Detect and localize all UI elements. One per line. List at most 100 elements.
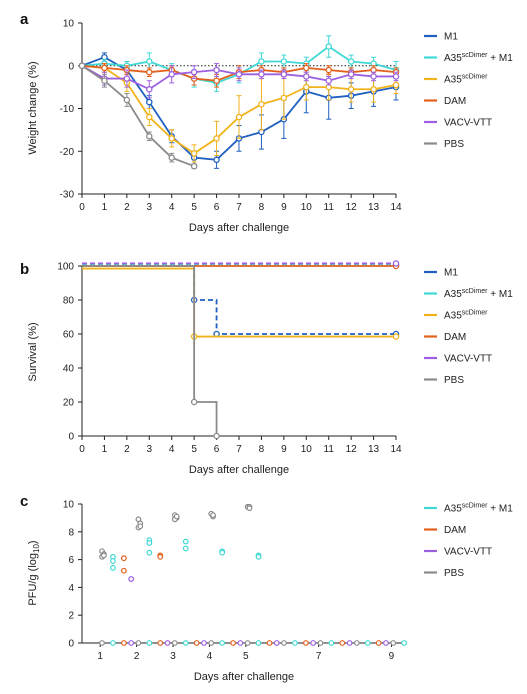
data-point <box>101 77 108 84</box>
legend-label-main: A35 <box>444 75 462 86</box>
data-point <box>317 640 324 646</box>
legend-item-pbs: PBS <box>424 375 464 386</box>
x-tick-label: 1 <box>102 202 108 213</box>
legend-label-sup: scDimer <box>462 52 488 59</box>
y-tick-label: 4 <box>68 583 74 594</box>
legend-item-vacv: VACV-VTT <box>424 547 492 558</box>
legend-item-pbs: PBS <box>424 568 464 579</box>
x-axis-label: Days after challenge <box>189 464 289 476</box>
legend-label: A35scDimer + M1 <box>444 503 513 515</box>
data-point <box>339 640 346 646</box>
x-tick-label: 12 <box>346 202 358 213</box>
y-tick-label: 10 <box>63 500 75 511</box>
data-point <box>128 640 135 646</box>
x-tick-label: 4 <box>207 651 213 662</box>
data-point <box>280 94 288 102</box>
legend-label: M1 <box>444 32 458 43</box>
data-point <box>173 513 180 520</box>
legend-label: DAM <box>444 96 466 107</box>
data-point <box>100 552 107 559</box>
y-tick-label: 0 <box>68 432 74 443</box>
x-tick-label: 9 <box>281 444 287 455</box>
legend-label-main: A35 <box>444 289 462 300</box>
y-tick-label: 80 <box>63 296 75 307</box>
legend-label: VACV-VTT <box>444 547 492 558</box>
legend-label-main: VACV-VTT <box>444 547 492 558</box>
data-point <box>190 162 198 170</box>
x-tick-label: 6 <box>214 444 220 455</box>
panel-letter-a: a <box>20 11 29 28</box>
data-point <box>182 640 189 646</box>
data-point <box>146 58 153 65</box>
legend-label-main: DAM <box>444 332 466 343</box>
data-point <box>244 640 251 646</box>
data-point <box>146 68 153 76</box>
panel-letter-b: b <box>20 261 29 278</box>
y-tick-label: 40 <box>63 364 75 375</box>
y-tick-label: 8 <box>68 527 74 538</box>
data-point <box>255 640 262 646</box>
x-tick-label: 14 <box>390 202 402 213</box>
data-point <box>146 98 153 106</box>
data-point <box>210 512 216 519</box>
legend-item-dam: DAM <box>424 525 466 536</box>
x-tick-label: 3 <box>170 651 176 662</box>
series-pbs <box>78 62 198 170</box>
data-point <box>193 640 200 646</box>
data-point <box>258 58 265 65</box>
legend-label: PBS <box>444 568 464 579</box>
data-point <box>164 640 171 646</box>
data-point <box>303 83 310 91</box>
x-tick-label: 0 <box>79 444 85 455</box>
legend-label-main: VACV-VTT <box>444 354 492 365</box>
data-point <box>219 549 226 556</box>
data-point <box>246 505 253 512</box>
x-tick-label: 10 <box>301 202 313 213</box>
data-point <box>303 64 310 72</box>
data-point <box>120 567 127 574</box>
series-dam <box>120 552 382 646</box>
survival-step-line <box>82 265 396 335</box>
series-vacv-vtt <box>128 576 389 646</box>
x-tick-label: 9 <box>281 202 287 213</box>
data-point <box>110 640 116 646</box>
legend-label: DAM <box>444 332 466 343</box>
legend-item-a35: A35scDimer + M1 <box>424 503 513 515</box>
legend-label-main: A35 <box>444 504 462 515</box>
y-tick-label: -10 <box>60 104 75 115</box>
data-point <box>258 100 265 108</box>
x-tick-label: 13 <box>368 444 380 455</box>
legend-label-main: VACV-VTT <box>444 118 492 129</box>
panel-c-titer-chart: 1 2 3 4 5 7 9 0 2 4 6 8 10 Days after challenge PFU/g … <box>27 500 408 683</box>
panel-letter-c: c <box>20 493 28 510</box>
y-tick-label: 20 <box>63 398 75 409</box>
data-point <box>135 640 142 646</box>
y-tick-label: 2 <box>68 611 74 622</box>
legend-label-sup: scDimer <box>462 503 488 510</box>
data-point <box>213 432 220 440</box>
data-point <box>230 640 236 646</box>
y-tick-label: 60 <box>63 330 75 341</box>
legend-label-main: A35 <box>444 53 462 64</box>
data-point <box>235 71 243 78</box>
data-point <box>392 73 400 80</box>
data-point <box>347 86 355 93</box>
x-tick-label: 3 <box>147 444 153 455</box>
data-point <box>392 81 400 89</box>
x-tick-label: 7 <box>316 651 322 662</box>
legend-item-a35: A35scDimer + M1 <box>424 288 513 300</box>
legend-label: VACV-VTT <box>444 118 492 129</box>
data-point <box>146 640 153 646</box>
data-point <box>168 71 175 78</box>
x-tick-label: 8 <box>259 202 265 213</box>
data-point <box>213 135 220 142</box>
series-pbs <box>82 265 220 440</box>
legend-label-sup: scDimer <box>462 74 488 81</box>
y-label-subscript: 10 <box>32 544 41 553</box>
data-point <box>347 58 355 65</box>
data-point <box>325 77 332 84</box>
data-point <box>146 549 153 556</box>
data-point <box>347 71 355 78</box>
